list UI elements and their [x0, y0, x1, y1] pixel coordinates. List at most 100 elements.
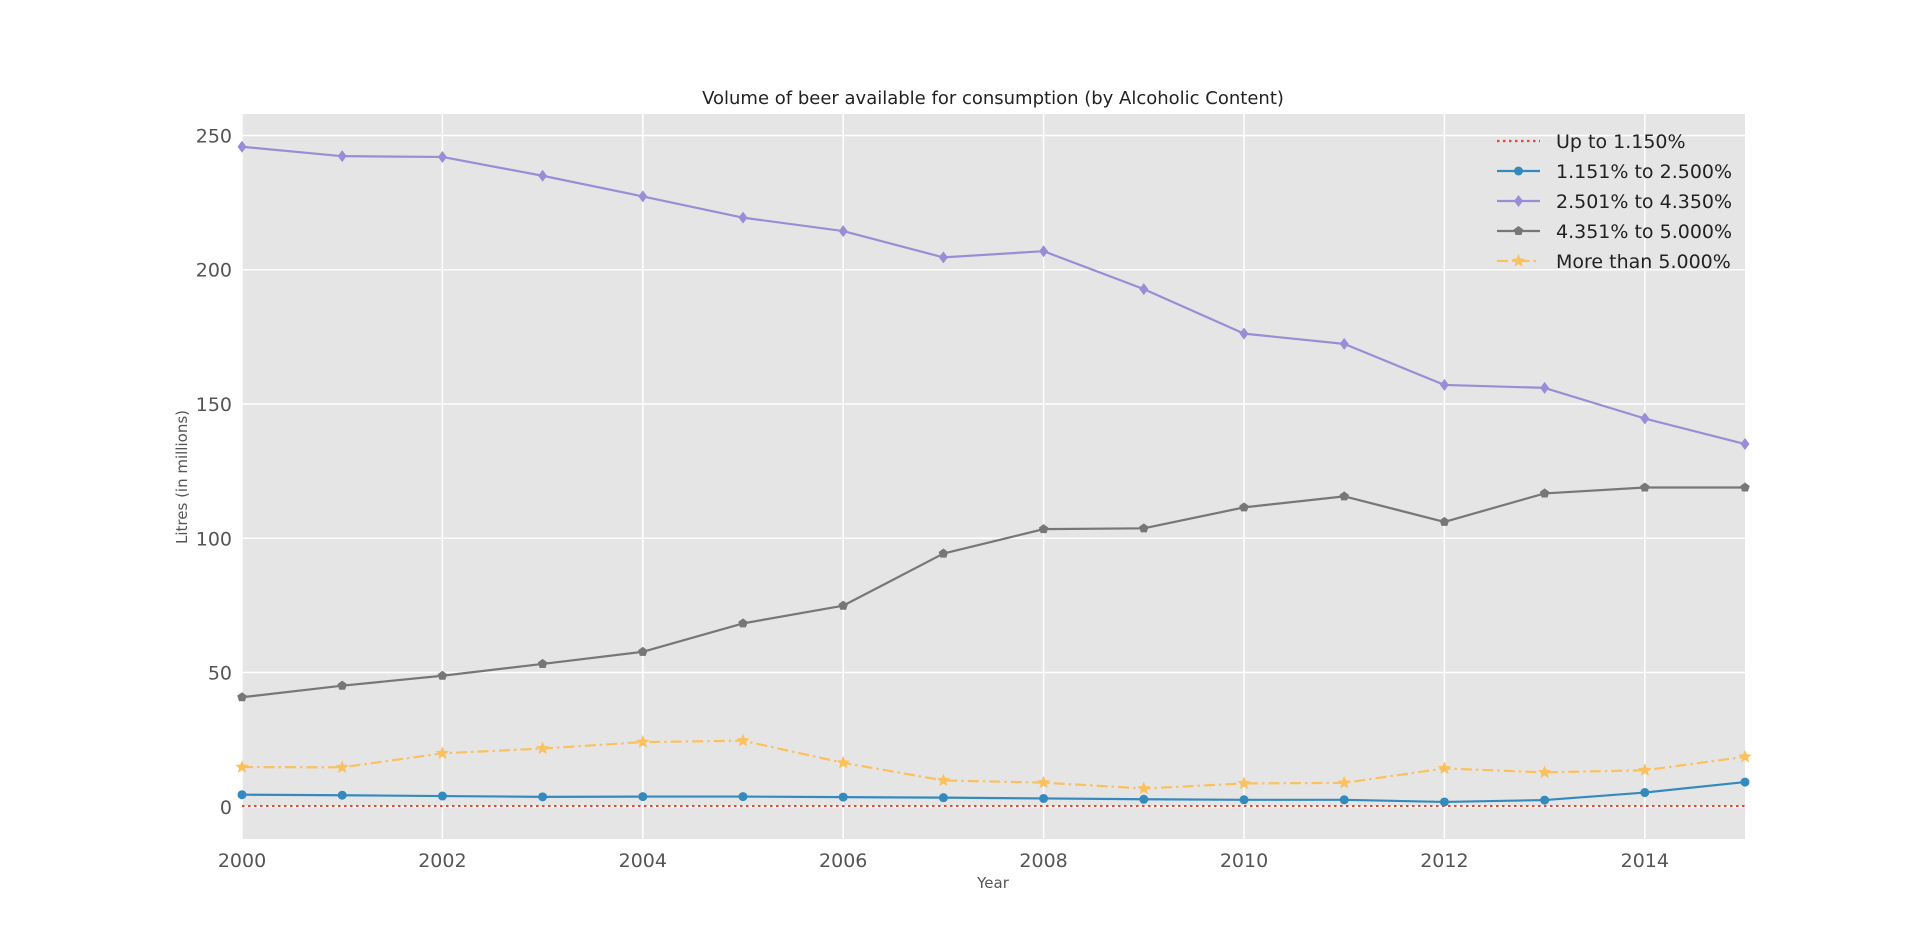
data-point [1537, 765, 1552, 779]
legend-entry: Up to 1.150% [1497, 131, 1686, 153]
data-point [1439, 797, 1449, 807]
chart-title: Volume of beer available for consumption… [702, 88, 1284, 109]
y-tick-label: 0 [220, 797, 232, 819]
data-point [1640, 482, 1650, 492]
x-tick-label: 2008 [1019, 850, 1067, 872]
x-tick-label: 2006 [819, 850, 867, 872]
data-point [1237, 776, 1251, 790]
data-point [538, 792, 548, 802]
legend-label: More than 5.000% [1556, 251, 1731, 273]
data-point [836, 755, 850, 769]
data-point [738, 211, 748, 224]
grid [241, 114, 1745, 839]
data-point [638, 646, 648, 656]
y-tick-label: 150 [196, 394, 232, 416]
data-point [1738, 749, 1752, 763]
tick-layer: 2000 2002 2004 2006 2008 2010 2012 2014 0 50 100 15… [196, 125, 1669, 872]
series-3 [237, 140, 1750, 451]
legend-marker [1511, 254, 1526, 267]
data-point [337, 790, 347, 800]
data-point [1139, 794, 1149, 804]
data-point [938, 548, 949, 558]
data-point [1439, 516, 1450, 526]
legend-entry: More than 5.000% [1497, 251, 1731, 273]
data-point [1540, 795, 1550, 805]
data-point [1740, 777, 1750, 787]
data-point [736, 733, 750, 747]
x-tick-label: 2002 [418, 850, 466, 872]
data-point [1437, 761, 1452, 775]
data-point [636, 735, 650, 748]
legend-marker [1513, 226, 1524, 236]
data-point [1039, 793, 1049, 803]
data-point [1640, 412, 1650, 425]
data-point [337, 680, 347, 690]
data-point [1540, 381, 1550, 394]
series-line [241, 486, 1745, 699]
data-point [237, 140, 247, 153]
data-point [838, 792, 848, 802]
series-4 [237, 482, 1750, 702]
data-point [738, 618, 748, 628]
x-tick-label: 2000 [218, 850, 266, 872]
data-point [1740, 438, 1750, 451]
legend-label: 1.151% to 2.500% [1556, 161, 1732, 183]
legend-marker [1514, 166, 1523, 176]
series-line [241, 739, 1746, 790]
data-point [1339, 795, 1349, 805]
data-point [437, 150, 447, 163]
data-point [1337, 775, 1351, 789]
plot-background [242, 114, 1745, 839]
legend-label: 4.351% to 5.000% [1556, 221, 1732, 243]
series-line [241, 145, 1746, 446]
data-point [1239, 795, 1249, 805]
y-tick-label: 50 [208, 663, 232, 685]
data-point [1439, 378, 1449, 391]
data-point [535, 741, 550, 755]
data-point [437, 791, 447, 801]
x-axis-label: Year [976, 874, 1010, 892]
legend-marker [1514, 195, 1523, 207]
data-point [1038, 524, 1049, 534]
series-layer [235, 140, 1752, 807]
legend: Up to 1.150% 1.151% to 2.500% 2.501% to 4.… [1497, 131, 1732, 273]
x-tick-label: 2010 [1220, 850, 1268, 872]
legend-entry: 2.501% to 4.350% [1497, 191, 1732, 213]
data-point [1139, 523, 1149, 533]
data-point [936, 773, 951, 787]
data-point [435, 746, 450, 760]
data-point [537, 658, 548, 668]
data-point [838, 600, 848, 610]
x-tick-label: 2004 [619, 850, 667, 872]
data-point [1638, 763, 1652, 776]
y-tick-label: 250 [196, 125, 232, 147]
data-point [1640, 788, 1650, 798]
y-tick-label: 100 [196, 528, 232, 550]
data-point [237, 790, 247, 800]
x-tick-label: 2012 [1420, 850, 1468, 872]
series-2 [237, 777, 1750, 807]
series-line [241, 780, 1746, 804]
data-point [938, 793, 948, 803]
data-point [638, 792, 648, 802]
data-point [1239, 502, 1249, 512]
data-point [638, 190, 648, 203]
data-point [237, 692, 247, 702]
data-point [437, 670, 448, 680]
legend-label: Up to 1.150% [1556, 131, 1686, 153]
x-tick-label: 2014 [1621, 850, 1669, 872]
data-point [235, 760, 249, 773]
data-point [1036, 775, 1051, 789]
data-point [1039, 245, 1049, 258]
y-axis-label: Litres (in millions) [173, 410, 191, 544]
legend-label: 2.501% to 4.350% [1556, 191, 1732, 213]
data-point [1740, 482, 1750, 492]
data-point [335, 760, 349, 773]
data-point [1239, 327, 1249, 340]
data-point [938, 251, 948, 264]
data-point [1539, 488, 1550, 498]
legend-entry: 1.151% to 2.500% [1497, 161, 1732, 183]
data-point [1139, 283, 1149, 296]
data-point [1137, 781, 1151, 795]
